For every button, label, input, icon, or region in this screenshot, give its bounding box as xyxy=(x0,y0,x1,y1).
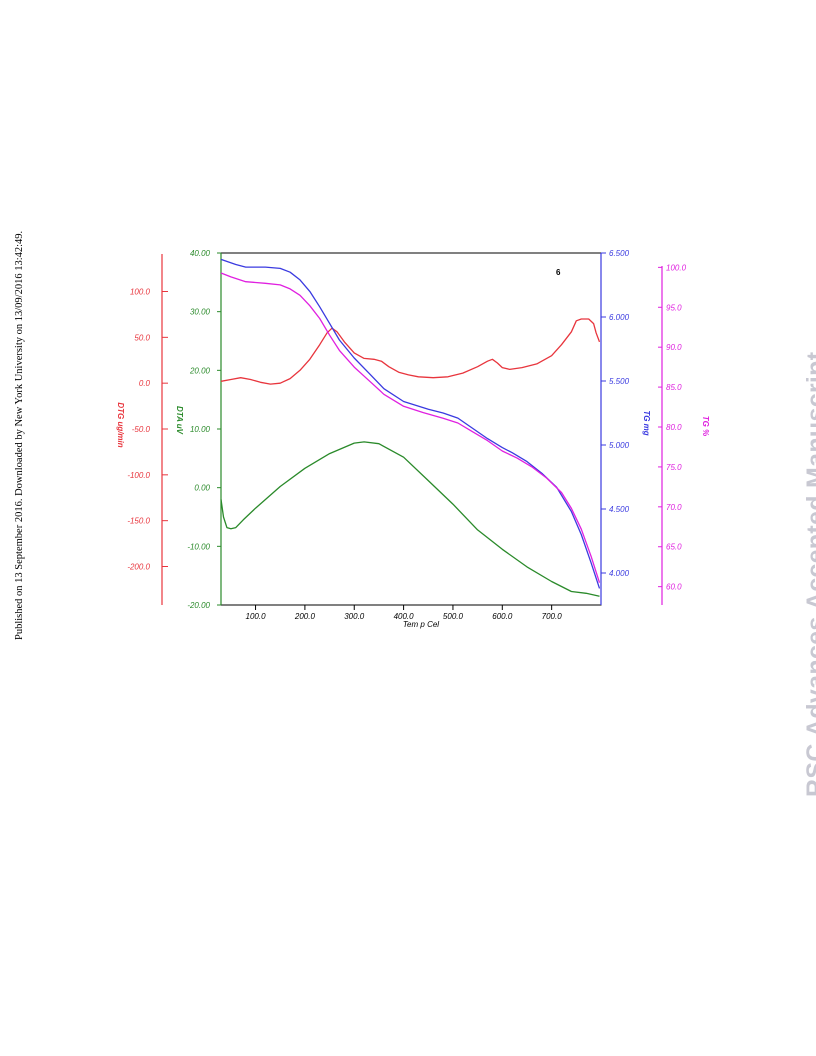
dtg-tick-label: -50.0 xyxy=(132,425,151,434)
x-tick-label: 300.0 xyxy=(344,612,365,621)
tg_pct-curve xyxy=(220,272,601,583)
tg_pct-tick-label: 85.0 xyxy=(666,383,682,392)
dtg-tick-label: -150.0 xyxy=(127,517,150,526)
tg_pct-tick-label: 60.0 xyxy=(666,583,682,592)
dtg-tick-label: 50.0 xyxy=(134,333,150,342)
dta-tick-label: -10.00 xyxy=(187,542,210,551)
tg_pct-tick-label: 95.0 xyxy=(666,303,682,312)
dta-tick-label: 0.00 xyxy=(194,484,210,493)
dtg-curve xyxy=(220,318,601,385)
tg_mg-tick-label: 5.500 xyxy=(609,377,630,386)
dta-tick-label: 30.00 xyxy=(190,308,211,317)
tg_pct-tick-label: 70.0 xyxy=(666,503,682,512)
dtg-tick-label: -100.0 xyxy=(127,471,150,480)
dtg-tick-label: 100.0 xyxy=(130,288,151,297)
plot-frame xyxy=(220,252,602,606)
tg_pct-tick-label: 80.0 xyxy=(666,423,682,432)
tg_pct-tick-label: 75.0 xyxy=(666,463,682,472)
tg_mg-axis-title: TG mg xyxy=(642,410,651,435)
dta-tick-label: -20.00 xyxy=(187,601,210,610)
x-tick-label: 100.0 xyxy=(246,612,267,621)
x-axis-label: Tem p Cel xyxy=(403,620,439,629)
tg_mg-tick-label: 5.000 xyxy=(609,441,630,450)
tg_pct-tick-label: 65.0 xyxy=(666,543,682,552)
x-tick-label: 500.0 xyxy=(443,612,464,621)
tg_pct-tick-label: 90.0 xyxy=(666,343,682,352)
tg_pct-tick-label: 100.0 xyxy=(666,263,687,272)
dta-axis-title: DTA uV xyxy=(175,406,184,435)
dta-curve xyxy=(220,441,600,597)
tg_mg-tick-label: 6.500 xyxy=(609,249,630,258)
x-tick-label: 600.0 xyxy=(492,612,513,621)
dta-tick-label: 40.00 xyxy=(190,249,211,258)
x-tick-label: 400.0 xyxy=(394,612,415,621)
sample-number-annotation: 6 xyxy=(556,268,561,277)
dtg-axis-title: DTG ug/min xyxy=(116,402,125,447)
x-tick-label: 200.0 xyxy=(294,612,316,621)
tg_mg-tick-label: 4.500 xyxy=(609,505,630,514)
dta-tick-label: 10.00 xyxy=(190,425,211,434)
dtg-tick-label: -200.0 xyxy=(127,563,150,572)
tg_pct-axis-title: TG % xyxy=(701,416,710,436)
dtg-tick-label: 0.0 xyxy=(139,379,151,388)
tg_mg-curve xyxy=(220,258,601,589)
tg_mg-tick-label: 4.000 xyxy=(609,569,630,578)
dta-tick-label: 20.00 xyxy=(189,366,211,375)
tg_mg-tick-label: 6.000 xyxy=(609,313,630,322)
x-tick-label: 700.0 xyxy=(542,612,563,621)
